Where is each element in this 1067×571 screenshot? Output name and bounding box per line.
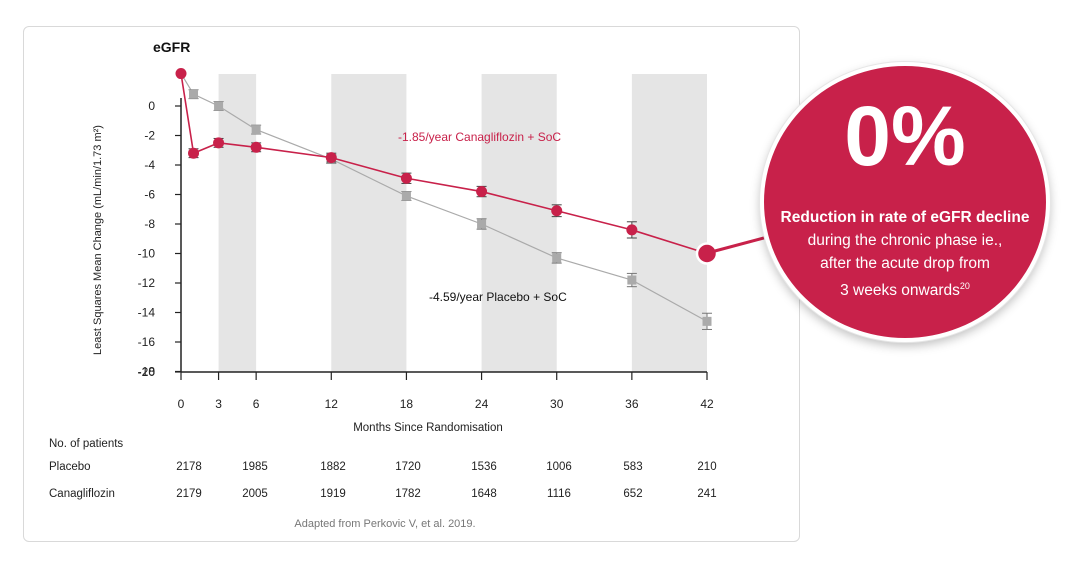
patients-row-label: Placebo <box>49 461 91 473</box>
patients-cell: 1116 <box>547 488 571 500</box>
x-tick-label: 24 <box>475 397 489 411</box>
y-tick-label: -16 <box>138 335 156 349</box>
y-tick-label: 0 <box>148 99 155 113</box>
y-tick-label: -10 <box>138 247 156 261</box>
patients-cell: 1720 <box>395 461 421 473</box>
data-point-canagliflozin <box>325 152 337 164</box>
shaded-band-2 <box>481 74 557 372</box>
patients-cell: 1782 <box>395 488 421 500</box>
x-tick-label: 30 <box>550 397 564 411</box>
data-point-canagliflozin <box>250 141 262 153</box>
data-point-placebo <box>702 316 712 326</box>
y-axis-label: Least Squares Mean Change (mL/min/1.73 m… <box>92 125 104 355</box>
data-point-placebo <box>401 191 411 201</box>
patients-cell: 1006 <box>546 461 572 473</box>
y-tick-label: -18 <box>138 365 156 379</box>
patients-cell: 1985 <box>242 461 268 473</box>
data-point-canagliflozin <box>551 205 563 217</box>
patients-cell: 1536 <box>471 461 497 473</box>
patients-table-header: No. of patients <box>49 438 123 450</box>
patients-cell: 583 <box>623 461 642 473</box>
patients-cell: 1648 <box>471 488 497 500</box>
patients-cell: 2178 <box>176 461 202 473</box>
shaded-band-1 <box>331 74 407 372</box>
x-tick-label: 6 <box>253 397 260 411</box>
data-point-canagliflozin <box>175 68 187 80</box>
data-point-canagliflozin <box>476 186 488 198</box>
patients-cell: 241 <box>697 488 716 500</box>
x-tick-label: 36 <box>625 397 639 411</box>
x-tick-label: 18 <box>400 397 414 411</box>
patients-cell: 210 <box>697 461 716 473</box>
patients-cell: 2005 <box>242 488 268 500</box>
y-tick-label: -20 <box>138 365 156 379</box>
y-tick-label: -14 <box>138 306 156 320</box>
data-point-canagliflozin <box>626 224 638 236</box>
x-tick-label: 12 <box>325 397 339 411</box>
y-tick-label: -6 <box>144 188 155 202</box>
y-tick-label: -2 <box>144 129 155 143</box>
data-point-canagliflozin <box>213 137 225 149</box>
data-point-placebo <box>552 253 562 263</box>
patients-cell: 1919 <box>320 488 346 500</box>
callout-connector <box>712 233 776 253</box>
data-point-canagliflozin <box>695 242 719 265</box>
patients-cell: 1882 <box>320 461 346 473</box>
x-tick-label: 0 <box>178 397 185 411</box>
shaded-band-3 <box>631 74 707 372</box>
data-point-canagliflozin <box>188 147 200 159</box>
y-tick-label: -4 <box>144 158 155 172</box>
patients-cell: 2179 <box>176 488 202 500</box>
data-point-placebo <box>214 101 224 111</box>
x-tick-label: 3 <box>215 397 222 411</box>
series-line-canagliflozin <box>180 73 708 255</box>
placebo-annotation: -4.59/year Placebo + SoC <box>429 290 567 304</box>
data-point-placebo <box>251 125 261 135</box>
data-point-canagliflozin <box>400 172 412 184</box>
source-note: Adapted from Perkovic V, et al. 2019. <box>294 518 475 530</box>
data-point-placebo <box>627 275 637 285</box>
x-axis-label: Months Since Randomisation <box>353 422 503 434</box>
data-point-placebo <box>477 219 487 229</box>
patients-cell: 652 <box>623 488 642 500</box>
canagliflozin-annotation: -1.85/year Canagliflozin + SoC <box>398 130 561 144</box>
series-line-placebo <box>180 73 708 322</box>
data-point-placebo <box>189 89 199 99</box>
x-tick-label: 42 <box>700 397 714 411</box>
patients-row-label: Canagliflozin <box>49 488 115 500</box>
chart-title: eGFR <box>153 39 190 55</box>
y-tick-label: -8 <box>144 217 155 231</box>
y-tick-label: -12 <box>138 276 156 290</box>
shaded-band-0 <box>218 74 257 372</box>
